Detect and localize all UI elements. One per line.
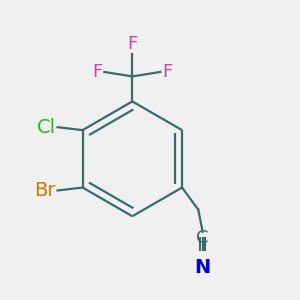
- Text: C: C: [196, 229, 209, 247]
- Text: F: F: [92, 63, 102, 81]
- Text: F: F: [163, 63, 173, 81]
- Text: F: F: [127, 35, 137, 53]
- Text: Br: Br: [34, 181, 56, 200]
- Text: N: N: [194, 258, 211, 277]
- Text: Cl: Cl: [37, 118, 56, 137]
